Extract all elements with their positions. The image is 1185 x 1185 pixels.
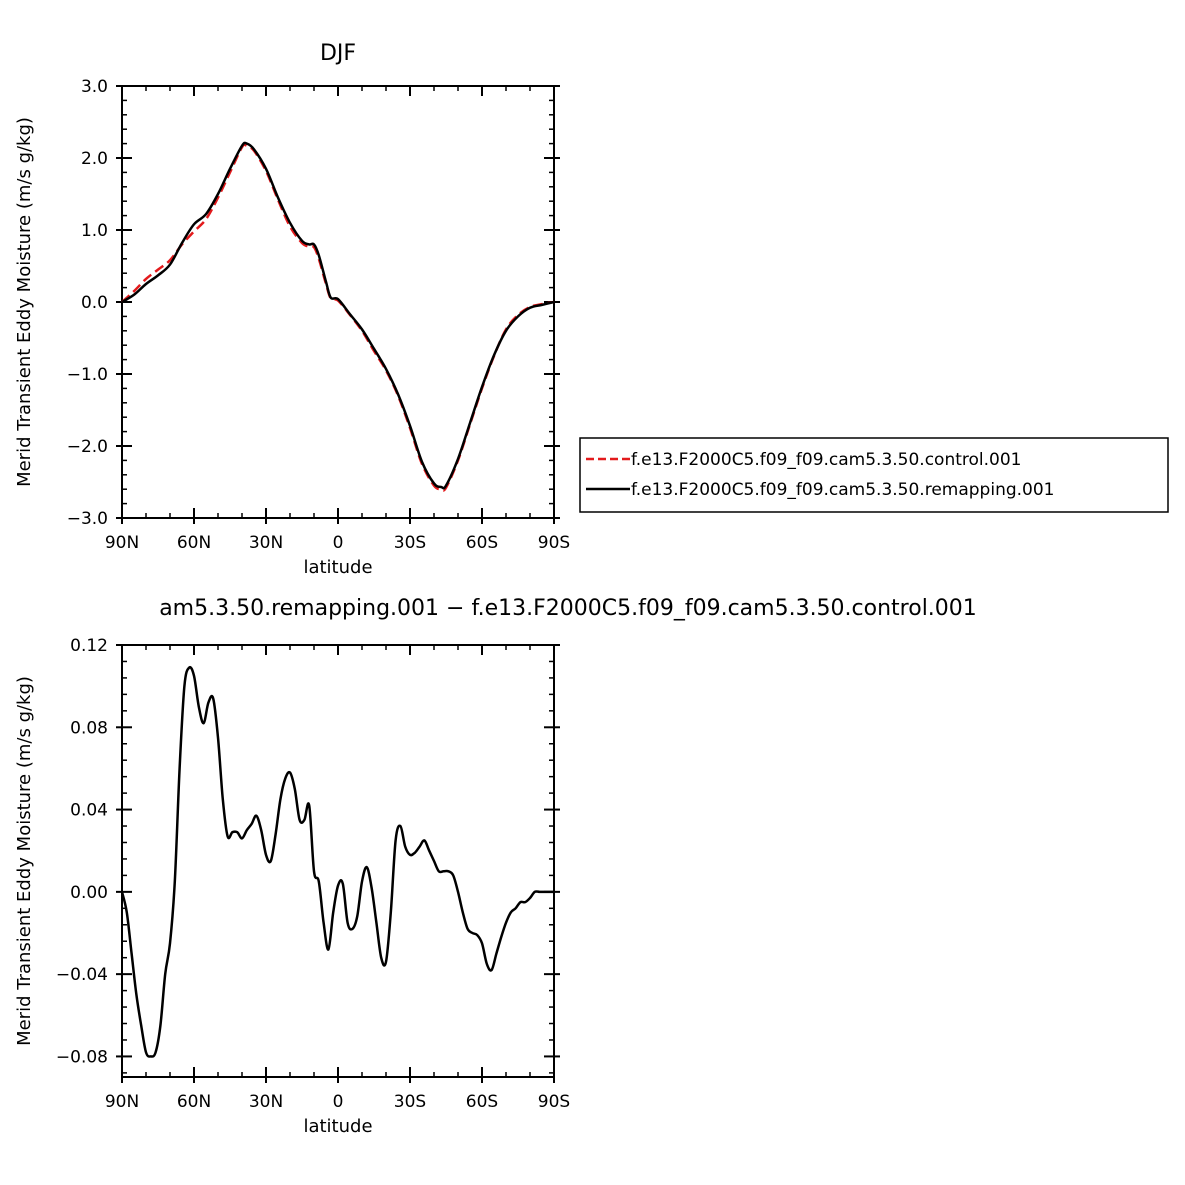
x-tick-label: 0	[333, 533, 344, 553]
x-tick-label: 30N	[249, 1092, 283, 1112]
series-line-1	[121, 141, 555, 490]
x-tick-label: 30S	[394, 1092, 426, 1112]
x-tick-label: 60S	[466, 1092, 498, 1112]
y-axis-label: Merid Transient Eddy Moisture (m/s g/kg)	[14, 117, 35, 487]
y-axis-label: Merid Transient Eddy Moisture (m/s g/kg)	[14, 676, 35, 1046]
y-tick-label: 0.04	[70, 801, 108, 821]
x-axis-label: latitude	[303, 1116, 372, 1137]
legend: f.e13.F2000C5.f09_f09.cam5.3.50.control.…	[579, 437, 1169, 513]
plot-frame	[121, 644, 555, 1078]
y-tick-label: 3.0	[81, 77, 108, 97]
x-tick-label: 60N	[177, 1092, 211, 1112]
x-tick-label: 60S	[466, 533, 498, 553]
x-tick-label: 0	[333, 1092, 344, 1112]
legend-label-0: f.e13.F2000C5.f09_f09.cam5.3.50.control.…	[631, 450, 1022, 470]
y-tick-label: −2.0	[67, 437, 108, 457]
y-tick-label: −1.0	[67, 365, 108, 385]
y-tick-label: −0.04	[56, 965, 108, 985]
y-tick-label: 0.00	[70, 883, 108, 903]
y-tick-label: 0.08	[70, 718, 108, 738]
x-tick-label: 90S	[538, 1092, 570, 1112]
series-line-0	[120, 665, 554, 1058]
series-line-0	[121, 143, 555, 492]
y-tick-label: 1.0	[81, 221, 108, 241]
x-tick-label: 30S	[394, 533, 426, 553]
legend-label-1: f.e13.F2000C5.f09_f09.cam5.3.50.remappin…	[631, 480, 1055, 500]
x-axis-label: latitude	[303, 557, 372, 578]
y-tick-label: −0.08	[56, 1047, 108, 1067]
x-tick-label: 60N	[177, 533, 211, 553]
x-tick-label: 30N	[249, 533, 283, 553]
y-tick-label: −3.0	[67, 509, 108, 529]
x-tick-label: 90S	[538, 533, 570, 553]
x-tick-label: 90N	[105, 533, 139, 553]
chart-title: am5.3.50.remapping.001 − f.e13.F2000C5.f…	[159, 596, 977, 621]
chart-title: DJF	[320, 41, 356, 66]
legend-box	[579, 437, 1169, 513]
x-tick-label: 90N	[105, 1092, 139, 1112]
y-tick-label: 0.0	[81, 293, 108, 313]
panel-top: 90N 60N 30N 0 30S 60S 90S −3.0 −2.0 −1.0 0.0 1.0 2.0…	[14, 41, 570, 578]
y-tick-label: 0.12	[70, 636, 108, 656]
y-tick-label: 2.0	[81, 149, 108, 169]
panel-bottom: 90N 60N 30N 0 30S 60S 90S −0.08 −0.04 0.00 0.04 0.0…	[14, 596, 977, 1137]
